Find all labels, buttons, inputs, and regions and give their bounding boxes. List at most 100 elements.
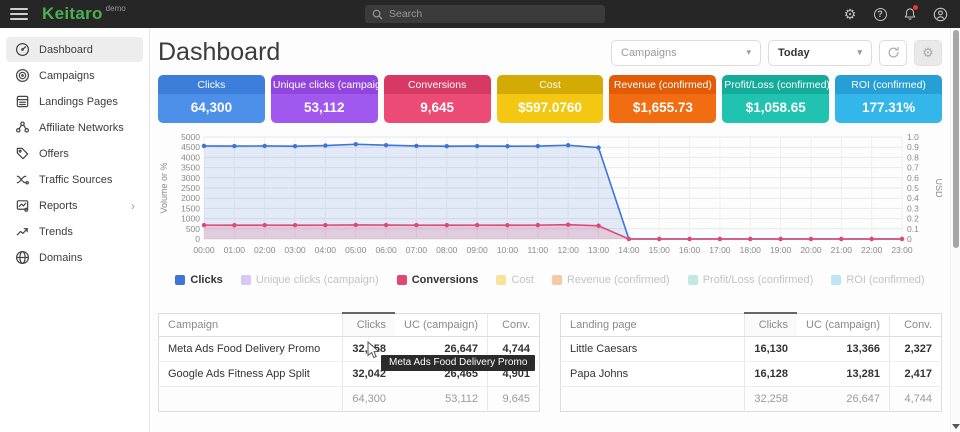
- stat-card-conversions[interactable]: Conversions9,645: [384, 75, 491, 123]
- table-cell: 13,366: [797, 337, 889, 362]
- svg-text:0.2: 0.2: [907, 214, 919, 224]
- svg-text:1500: 1500: [181, 203, 200, 213]
- stat-card-value: 9,645: [384, 94, 491, 123]
- sidebar-item-domains[interactable]: Domains: [6, 245, 143, 270]
- settings-gear-icon[interactable]: ⚙: [840, 4, 860, 24]
- stat-card-label: Unique clicks (campaign): [271, 75, 378, 94]
- legend-item-clicks[interactable]: Clicks: [175, 274, 222, 286]
- total-cell: 26,647: [797, 387, 889, 412]
- legend-label: Unique clicks (campaign): [256, 274, 379, 286]
- gauge-icon: [14, 42, 30, 58]
- legend-item-unique-clicks-campaign[interactable]: Unique clicks (campaign): [241, 274, 379, 286]
- chart-canvas: 0500100015002000250030003500400045005000…: [158, 131, 942, 265]
- legend-item-revenue-confirmed[interactable]: Revenue (confirmed): [552, 274, 670, 286]
- menu-icon[interactable]: [10, 8, 28, 20]
- svg-text:2000: 2000: [181, 193, 200, 203]
- sidebar-item-label: Landings Pages: [39, 96, 118, 108]
- legend-item-roi-confirmed[interactable]: ROI (confirmed): [831, 274, 924, 286]
- legend-swatch: [496, 275, 506, 285]
- sidebar-item-offers[interactable]: Offers: [6, 141, 143, 166]
- svg-text:1000: 1000: [181, 214, 200, 224]
- sidebar-item-label: Dashboard: [39, 44, 93, 56]
- column-header-campaign[interactable]: Campaign: [159, 313, 343, 337]
- notification-dot: [913, 5, 918, 10]
- svg-text:0.1: 0.1: [907, 224, 919, 234]
- svg-text:4000: 4000: [181, 152, 200, 162]
- column-header-uc-campaign[interactable]: UC (campaign): [395, 313, 487, 337]
- total-cell: [561, 387, 745, 412]
- svg-text:00:00: 00:00: [193, 245, 215, 255]
- table-cell: Google Ads Fitness App Split: [159, 362, 343, 387]
- table-cell: 16,130: [745, 337, 797, 362]
- svg-text:03:00: 03:00: [284, 245, 306, 255]
- table-cell: Little Caesars: [561, 337, 745, 362]
- search-input[interactable]: [389, 8, 598, 20]
- legend-label: Conversions: [412, 274, 479, 286]
- stat-card-label: Profit/Loss (confirmed): [722, 75, 829, 94]
- sidebar-item-landings-pages[interactable]: Landings Pages: [6, 89, 143, 114]
- svg-text:0.5: 0.5: [907, 183, 919, 193]
- total-cell: 32,258: [745, 387, 797, 412]
- scrollbar-down-arrow[interactable]: [952, 424, 960, 429]
- legend-swatch: [552, 275, 562, 285]
- chevron-right-icon: ›: [131, 199, 135, 213]
- legend-label: Cost: [511, 274, 534, 286]
- svg-text:10:00: 10:00: [497, 245, 519, 255]
- legend-item-cost[interactable]: Cost: [496, 274, 534, 286]
- sidebar-item-campaigns[interactable]: Campaigns: [6, 63, 143, 88]
- table-row[interactable]: Little Caesars16,13013,3662,327: [561, 337, 942, 362]
- logo-demo-badge: demo: [106, 4, 126, 13]
- pages-icon: [14, 94, 30, 110]
- stat-card-clicks[interactable]: Clicks64,300: [158, 75, 265, 123]
- search-box[interactable]: [365, 5, 605, 23]
- sidebar-item-trends[interactable]: Trends: [6, 219, 143, 244]
- column-header-conv[interactable]: Conv.: [488, 313, 540, 337]
- scrollbar-thumb[interactable]: [953, 30, 959, 248]
- legend-label: Revenue (confirmed): [567, 274, 670, 286]
- column-header-conv[interactable]: Conv.: [890, 313, 942, 337]
- svg-text:0.3: 0.3: [907, 203, 919, 213]
- sidebar-item-label: Affiliate Networks: [39, 122, 124, 134]
- svg-text:4500: 4500: [181, 142, 200, 152]
- column-header-landing-page[interactable]: Landing page: [561, 313, 745, 337]
- refresh-icon: [887, 46, 900, 59]
- column-header-clicks[interactable]: Clicks: [745, 313, 797, 337]
- svg-text:500: 500: [186, 224, 200, 234]
- report-icon: [14, 198, 30, 214]
- sidebar-item-reports[interactable]: Reports›: [6, 193, 143, 218]
- notifications-bell-icon[interactable]: [900, 4, 920, 24]
- app-logo[interactable]: Keitarodemo: [42, 4, 126, 24]
- svg-text:0.8: 0.8: [907, 152, 919, 162]
- sidebar: Dashboard Campaigns Landings Pages Affiliat…: [0, 28, 150, 432]
- dashboard-settings-button[interactable]: ⚙: [914, 40, 942, 66]
- globe-icon: [14, 250, 30, 266]
- user-avatar-icon[interactable]: [930, 4, 950, 24]
- stat-card-value: 177.31%: [835, 94, 942, 123]
- svg-text:08:00: 08:00: [436, 245, 458, 255]
- date-range-select[interactable]: Today ▾: [768, 40, 872, 66]
- stat-card-revenue-confirmed[interactable]: Revenue (confirmed)$1,655.73: [609, 75, 716, 123]
- stat-card-unique-clicks-campaign[interactable]: Unique clicks (campaign)53,112: [271, 75, 378, 123]
- table-row[interactable]: Papa Johns16,12813,2812,417: [561, 362, 942, 387]
- stat-card-value: $1,655.73: [609, 94, 716, 123]
- svg-text:18:00: 18:00: [740, 245, 762, 255]
- sidebar-item-affiliate-networks[interactable]: Affiliate Networks: [6, 115, 143, 140]
- sidebar-item-dashboard[interactable]: Dashboard: [6, 37, 143, 62]
- column-header-uc-campaign[interactable]: UC (campaign): [797, 313, 889, 337]
- column-header-clicks[interactable]: Clicks: [343, 313, 395, 337]
- stat-card-roi-confirmed[interactable]: ROI (confirmed)177.31%: [835, 75, 942, 123]
- help-icon[interactable]: ?: [870, 4, 890, 24]
- svg-text:USD: USD: [934, 178, 942, 198]
- stat-card-profit-loss-confirmed[interactable]: Profit/Loss (confirmed)$1,058.65: [722, 75, 829, 123]
- refresh-button[interactable]: [879, 40, 907, 66]
- svg-text:04:00: 04:00: [315, 245, 337, 255]
- stat-card-cost[interactable]: Cost$597.0760: [497, 75, 604, 123]
- main-content: Dashboard Campaigns ▾ Today ▾ ⚙: [150, 28, 960, 432]
- svg-text:23:00: 23:00: [891, 245, 913, 255]
- sidebar-item-traffic-sources[interactable]: Traffic Sources: [6, 167, 143, 192]
- campaigns-filter-select[interactable]: Campaigns ▾: [611, 40, 761, 66]
- svg-text:0.4: 0.4: [907, 193, 919, 203]
- legend-swatch: [241, 275, 251, 285]
- legend-item-conversions[interactable]: Conversions: [397, 274, 479, 286]
- legend-item-profit-loss-confirmed[interactable]: Profit/Loss (confirmed): [688, 274, 814, 286]
